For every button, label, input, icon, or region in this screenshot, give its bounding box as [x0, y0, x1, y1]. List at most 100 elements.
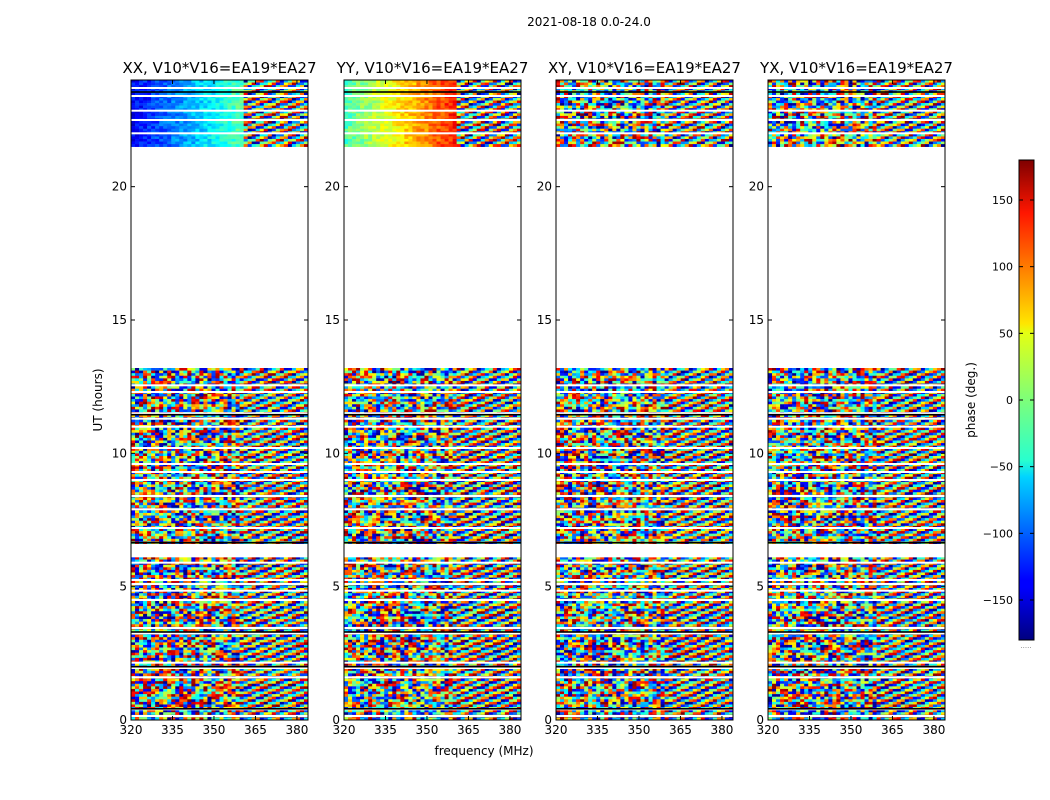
dark-row: [344, 91, 521, 93]
panel-title: XY, V10*V16=EA19*EA27: [548, 59, 741, 77]
flagged-row: [344, 412, 521, 415]
dark-row: [344, 708, 521, 710]
y-tick-label: 5: [119, 580, 127, 594]
flagged-row: [131, 627, 308, 629]
flagged-row: [768, 87, 945, 89]
flagged-row: [344, 132, 521, 135]
colorbar-tick-label: 100: [992, 261, 1013, 274]
flagged-row: [344, 579, 521, 581]
panel-2: YY, V10*V16=EA19*EA27 320 335 350 365 380 0 5 10…: [325, 59, 529, 737]
flagged-row: [344, 119, 521, 121]
x-tick-label: 320: [120, 723, 143, 737]
flagged-row: [344, 508, 521, 511]
flagged-row: [131, 132, 308, 135]
x-tick-label: 380: [710, 723, 733, 737]
flagged-row: [344, 627, 521, 629]
flagged-row: [344, 599, 521, 601]
y-tick-label: 10: [749, 446, 764, 460]
y-tick-label: 0: [119, 713, 127, 727]
dark-row: [768, 665, 945, 668]
flagged-row: [344, 667, 521, 669]
flagged-row: [131, 561, 308, 564]
x-tick-label: 350: [203, 723, 226, 737]
flagged-row: [556, 109, 733, 112]
dark-row: [131, 665, 308, 668]
y-tick-label: 15: [749, 313, 764, 327]
flagged-row: [344, 676, 521, 679]
flagged-band: [768, 544, 945, 558]
dark-row: [344, 541, 521, 544]
flagged-row: [344, 632, 521, 635]
x-tick-label: 335: [798, 723, 821, 737]
flagged-row: [344, 479, 521, 481]
flagged-row: [131, 95, 308, 97]
y-tick-label: 10: [325, 446, 340, 460]
flagged-row: [768, 508, 945, 511]
flagged-row: [768, 109, 945, 112]
dark-row: [768, 541, 945, 544]
flagged-row: [768, 412, 945, 415]
y-tick-label: 20: [112, 180, 127, 194]
flagged-row: [344, 527, 521, 529]
flagged-row: [768, 425, 945, 428]
panel-title: XX, V10*V16=EA19*EA27: [122, 59, 316, 77]
flagged-row: [768, 384, 945, 387]
flagged-row: [556, 561, 733, 564]
colorbar-note: .....: [1020, 642, 1031, 650]
x-tick-label: 335: [374, 723, 397, 737]
dark-row: [131, 708, 308, 710]
flagged-row: [556, 412, 733, 415]
flagged-row: [556, 661, 733, 664]
flagged-row: [556, 667, 733, 669]
flagged-row: [131, 471, 308, 473]
flagged-row: [556, 676, 733, 679]
flagged-row: [131, 119, 308, 121]
dark-row: [768, 708, 945, 710]
dark-row: [556, 541, 733, 544]
y-axis-label: UT (hours): [91, 368, 105, 431]
flagged-row: [131, 109, 308, 112]
flagged-row: [556, 132, 733, 135]
colorbar-tick-label: −150: [983, 594, 1013, 607]
dark-row: [344, 631, 521, 633]
dark-row: [344, 413, 521, 416]
flagged-row: [131, 417, 308, 420]
flagged-row: [768, 579, 945, 581]
flagged-row: [131, 715, 308, 717]
flagged-row: [131, 583, 308, 585]
panel-frame: [343, 79, 522, 721]
x-tick-label: 320: [545, 723, 568, 737]
flagged-row: [768, 95, 945, 97]
flagged-row: [768, 667, 945, 669]
flagged-row: [131, 447, 308, 449]
x-tick-label: 380: [498, 723, 521, 737]
panel-frame: [555, 79, 734, 721]
colorbar-ticks: 150 100 50 0 −50 −100 −150: [983, 194, 1034, 607]
dark-row: [131, 541, 308, 544]
flagged-row: [768, 627, 945, 629]
flagged-row: [556, 495, 733, 497]
y-tick-label: 20: [537, 180, 552, 194]
flagged-row: [131, 667, 308, 669]
y-tick-label: 0: [544, 713, 552, 727]
x-tick-label: 380: [285, 723, 308, 737]
flagged-row: [556, 527, 733, 529]
flagged-row: [556, 471, 733, 473]
dark-row: [768, 413, 945, 416]
flagged-row: [131, 632, 308, 635]
flagged-row: [131, 479, 308, 481]
flagged-row: [344, 391, 521, 393]
panel-3: XY, V10*V16=EA19*EA27 320 335 350 365 380 0 5 10…: [537, 59, 741, 737]
x-tick-label: 365: [669, 723, 692, 737]
y-tick-label: 0: [332, 713, 340, 727]
dark-row: [556, 708, 733, 710]
y-tick-label: 5: [756, 580, 764, 594]
flagged-row: [344, 87, 521, 89]
flagged-row: [131, 676, 308, 679]
panel-title: YY, V10*V16=EA19*EA27: [336, 59, 529, 77]
flagged-row: [556, 479, 733, 481]
flagged-row: [556, 579, 733, 581]
phase-heatmap: [131, 80, 308, 720]
y-tick-label: 10: [112, 446, 127, 460]
flagged-row: [556, 95, 733, 97]
